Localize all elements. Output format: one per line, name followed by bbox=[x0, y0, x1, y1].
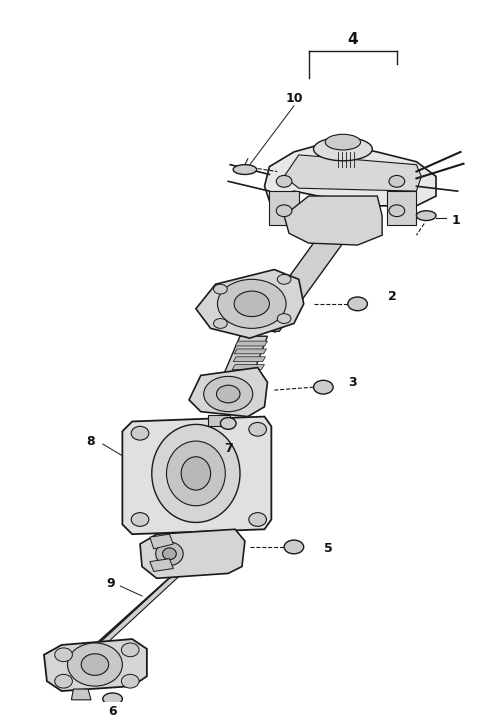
Text: 5: 5 bbox=[324, 543, 333, 556]
Polygon shape bbox=[222, 337, 267, 377]
Ellipse shape bbox=[325, 135, 360, 150]
Polygon shape bbox=[91, 574, 181, 651]
Ellipse shape bbox=[103, 693, 122, 705]
Ellipse shape bbox=[167, 441, 225, 505]
Ellipse shape bbox=[233, 165, 257, 175]
Polygon shape bbox=[233, 357, 265, 362]
Text: 4: 4 bbox=[348, 32, 358, 47]
Ellipse shape bbox=[214, 319, 227, 329]
Ellipse shape bbox=[214, 284, 227, 294]
Ellipse shape bbox=[152, 425, 240, 523]
Ellipse shape bbox=[313, 137, 372, 161]
Polygon shape bbox=[269, 191, 299, 226]
Text: 3: 3 bbox=[348, 376, 357, 389]
Ellipse shape bbox=[313, 380, 333, 394]
Ellipse shape bbox=[284, 540, 304, 553]
Polygon shape bbox=[150, 534, 173, 549]
Ellipse shape bbox=[417, 211, 436, 221]
Text: 2: 2 bbox=[387, 291, 396, 304]
Ellipse shape bbox=[81, 654, 108, 675]
Polygon shape bbox=[140, 529, 245, 579]
Ellipse shape bbox=[55, 648, 72, 662]
Ellipse shape bbox=[220, 417, 236, 430]
Text: 6: 6 bbox=[108, 705, 117, 716]
Text: 10: 10 bbox=[285, 92, 303, 105]
Text: 9: 9 bbox=[106, 576, 115, 590]
Ellipse shape bbox=[249, 513, 266, 526]
Ellipse shape bbox=[276, 205, 292, 217]
Ellipse shape bbox=[234, 291, 269, 316]
Ellipse shape bbox=[121, 674, 139, 688]
Ellipse shape bbox=[389, 205, 405, 217]
Text: 8: 8 bbox=[87, 435, 96, 448]
Polygon shape bbox=[250, 243, 343, 332]
Polygon shape bbox=[44, 639, 147, 691]
Polygon shape bbox=[150, 558, 173, 571]
Polygon shape bbox=[208, 415, 230, 426]
Ellipse shape bbox=[181, 457, 211, 490]
Text: 7: 7 bbox=[224, 442, 233, 455]
Polygon shape bbox=[284, 196, 382, 245]
Ellipse shape bbox=[121, 643, 139, 657]
Polygon shape bbox=[189, 367, 267, 417]
Ellipse shape bbox=[389, 175, 405, 187]
Ellipse shape bbox=[68, 643, 122, 686]
Polygon shape bbox=[284, 155, 421, 191]
Ellipse shape bbox=[156, 542, 183, 566]
Ellipse shape bbox=[348, 297, 367, 311]
Ellipse shape bbox=[163, 548, 176, 560]
Polygon shape bbox=[72, 689, 91, 700]
Ellipse shape bbox=[277, 274, 291, 284]
Ellipse shape bbox=[276, 175, 292, 187]
Ellipse shape bbox=[131, 513, 149, 526]
Ellipse shape bbox=[249, 422, 266, 436]
Ellipse shape bbox=[277, 314, 291, 324]
Polygon shape bbox=[196, 269, 304, 338]
Ellipse shape bbox=[204, 377, 253, 412]
Ellipse shape bbox=[55, 674, 72, 688]
Polygon shape bbox=[232, 364, 264, 369]
Ellipse shape bbox=[131, 426, 149, 440]
Polygon shape bbox=[264, 145, 436, 205]
Polygon shape bbox=[235, 341, 267, 346]
Ellipse shape bbox=[217, 279, 286, 329]
Text: 1: 1 bbox=[451, 214, 460, 227]
Ellipse shape bbox=[216, 385, 240, 403]
Polygon shape bbox=[122, 417, 271, 534]
Polygon shape bbox=[387, 191, 417, 226]
Polygon shape bbox=[234, 349, 266, 354]
